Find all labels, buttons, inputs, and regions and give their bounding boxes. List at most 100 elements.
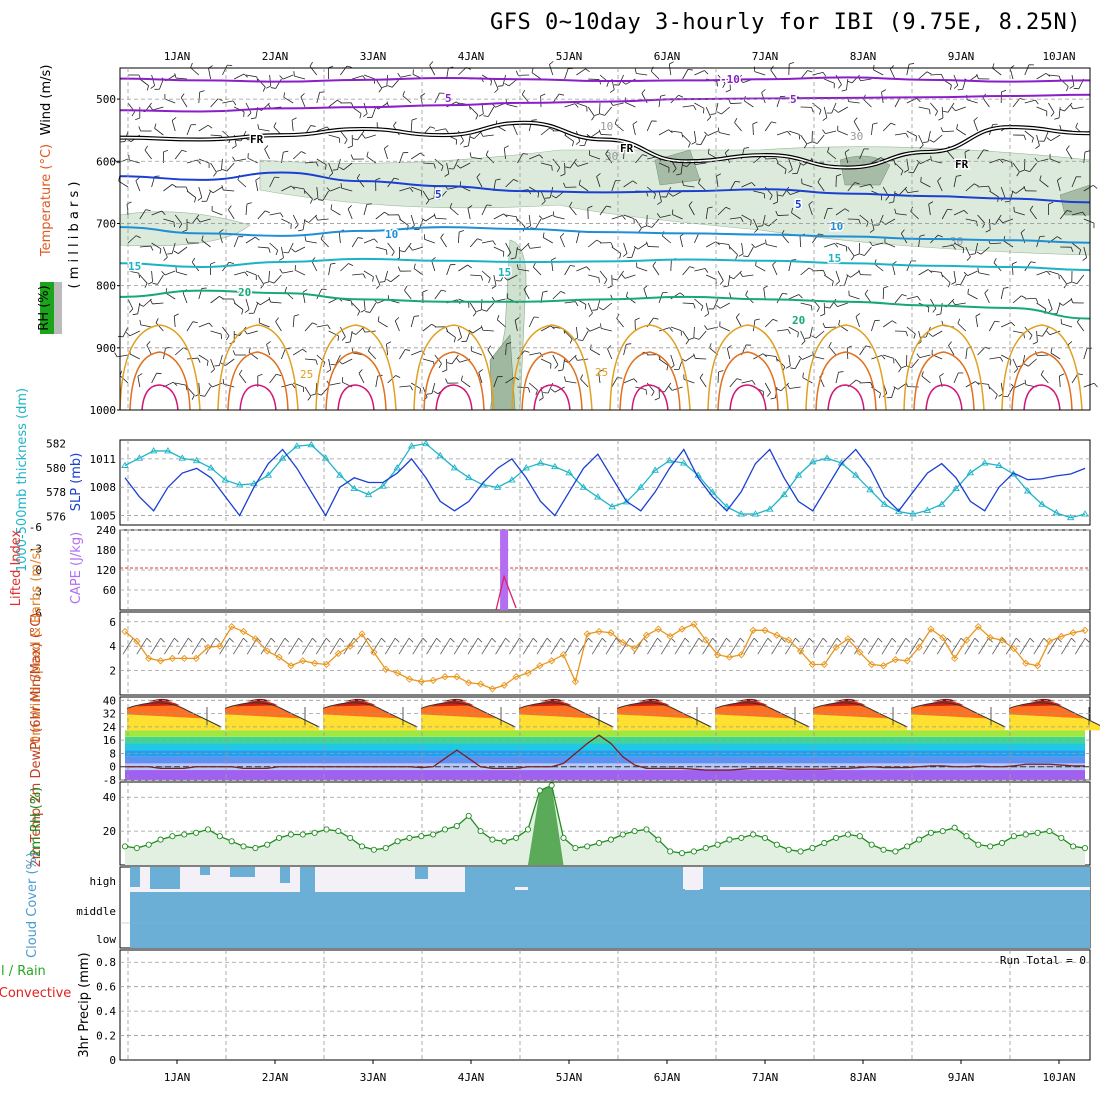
isotherm-label: FR bbox=[250, 133, 264, 146]
wind10-axis-label: 10m Wind Speed & Barbs (m/s) bbox=[29, 548, 44, 753]
rh-line-point bbox=[643, 826, 650, 833]
wind-speed-line-point bbox=[785, 636, 793, 644]
precip-axis-label: 3hr Precip (mm) bbox=[77, 952, 92, 1057]
isotherm-label: FR bbox=[620, 142, 634, 155]
isotherm-35 bbox=[631, 384, 669, 411]
date-tick-label-top: 2JAN bbox=[262, 50, 289, 63]
thickness-line-point bbox=[980, 459, 989, 466]
temp-tick-label: 16 bbox=[103, 734, 116, 747]
rh-line-point bbox=[809, 845, 816, 852]
wind-speed-line-point bbox=[346, 642, 354, 650]
rh-line-point bbox=[761, 834, 769, 841]
thickness-tick-label: 578 bbox=[46, 486, 66, 499]
wind-speed-line-point bbox=[1057, 632, 1065, 641]
thickness-line-point bbox=[149, 447, 158, 454]
rh-line-point bbox=[750, 831, 757, 838]
isotherm-35 bbox=[1023, 384, 1061, 411]
wind-speed-line-point bbox=[1081, 626, 1089, 634]
rh-line-point bbox=[987, 843, 994, 850]
isotherm-30 bbox=[619, 351, 681, 411]
isotherm-35 bbox=[435, 384, 473, 411]
wind-speed-line-point bbox=[299, 657, 307, 665]
rh-line-point bbox=[880, 846, 887, 853]
thickness-line-point bbox=[436, 451, 445, 459]
isotherm-35 bbox=[729, 384, 767, 411]
wind-speed-line-point bbox=[595, 627, 603, 636]
isotherm-25 bbox=[315, 324, 397, 411]
wind-speed-line-point bbox=[773, 631, 781, 639]
isotherm-30 bbox=[815, 351, 877, 411]
wind-speed-line-point bbox=[382, 665, 390, 674]
rh-line-point bbox=[264, 841, 271, 848]
thickness-line-point bbox=[665, 456, 674, 464]
isotherm-label: 25 bbox=[300, 368, 313, 381]
wind-speed-line-point bbox=[583, 630, 591, 638]
wind-speed-line-point bbox=[476, 680, 485, 688]
cloud-high-fill bbox=[280, 867, 290, 883]
temp-tick-label: 8 bbox=[109, 747, 116, 760]
rh-line-point bbox=[572, 845, 579, 852]
thickness-line-point bbox=[1081, 510, 1089, 517]
isotherm-label: 15 bbox=[128, 260, 141, 273]
wind-speed-line-point bbox=[820, 660, 828, 669]
thickness-line-point bbox=[966, 468, 975, 476]
rh-line-point bbox=[1081, 845, 1089, 852]
pressure-tick-label: 1000 bbox=[90, 404, 117, 417]
wind-speed-line-point bbox=[642, 631, 651, 639]
precip-tick-label: 0.8 bbox=[96, 956, 116, 969]
isotherm-label: 10 bbox=[830, 220, 843, 233]
pressure-axis-label: ( m i l l i b a r s ) bbox=[67, 182, 82, 289]
rh-line-point bbox=[441, 826, 449, 833]
rh-line-point bbox=[157, 836, 164, 843]
isotherm-35 bbox=[337, 384, 375, 411]
cloud-high-fill bbox=[415, 867, 428, 879]
isotherm-label: 25 bbox=[595, 366, 608, 379]
pressure-tick-label: 700 bbox=[96, 217, 116, 230]
rh-line-point bbox=[619, 831, 626, 838]
date-tick-label-bottom: 3JAN bbox=[360, 1071, 387, 1084]
date-tick-label-top: 4JAN bbox=[458, 50, 485, 63]
rh-line-point bbox=[773, 841, 780, 848]
rh-line-point bbox=[678, 850, 686, 857]
thickness-line-point bbox=[909, 510, 917, 517]
wind-speed-line-point bbox=[500, 681, 508, 689]
thickness-line-point bbox=[178, 454, 187, 461]
wind-speed-line-point bbox=[417, 677, 425, 686]
cape-bar bbox=[500, 530, 509, 610]
wind-speed-line-point bbox=[453, 673, 461, 681]
isotherm-35 bbox=[827, 384, 865, 411]
thickness-line-point bbox=[995, 461, 1003, 468]
wind-speed-line-point bbox=[536, 662, 544, 670]
rh-line-point bbox=[1010, 833, 1017, 840]
rh-line-point bbox=[453, 822, 460, 830]
wind-speed-line-point bbox=[713, 651, 722, 659]
isotherm-35 bbox=[239, 384, 277, 411]
rh-line-point bbox=[121, 843, 129, 850]
cloud-high-fill bbox=[465, 867, 480, 892]
wind-speed-line-point bbox=[915, 643, 923, 652]
wind-speed-line-point bbox=[962, 636, 971, 644]
date-tick-label-bottom: 1JAN bbox=[164, 1071, 191, 1084]
thickness-line-point bbox=[493, 483, 502, 490]
lifted-tick-label: 6 bbox=[35, 607, 42, 620]
isotherm-20 bbox=[119, 289, 1091, 320]
wind-speed-line-point bbox=[216, 642, 224, 650]
thickness-line-point bbox=[522, 464, 530, 471]
thickness-line-point bbox=[765, 505, 774, 512]
thickness-line-point bbox=[1066, 513, 1075, 521]
rh2m-axis-label: 2m RH (%) bbox=[29, 787, 44, 858]
wind-speed-line-point bbox=[559, 651, 568, 659]
isotherm-25 bbox=[805, 324, 887, 411]
rh-line-point bbox=[513, 834, 520, 841]
rh-line-point bbox=[998, 839, 1006, 847]
rh-line-point bbox=[1034, 829, 1041, 836]
cape-tick-label: 180 bbox=[96, 544, 116, 557]
wind-speed-line-point bbox=[239, 627, 248, 636]
rh-line bbox=[124, 784, 1086, 854]
wind-speed-line-point bbox=[630, 644, 639, 653]
cloud-low-middle bbox=[130, 892, 1090, 948]
thickness-line-point bbox=[221, 476, 230, 483]
isotherm-25 bbox=[903, 324, 985, 411]
wind-speed-line-point bbox=[939, 633, 947, 642]
cape-tick-label: 120 bbox=[96, 564, 116, 577]
